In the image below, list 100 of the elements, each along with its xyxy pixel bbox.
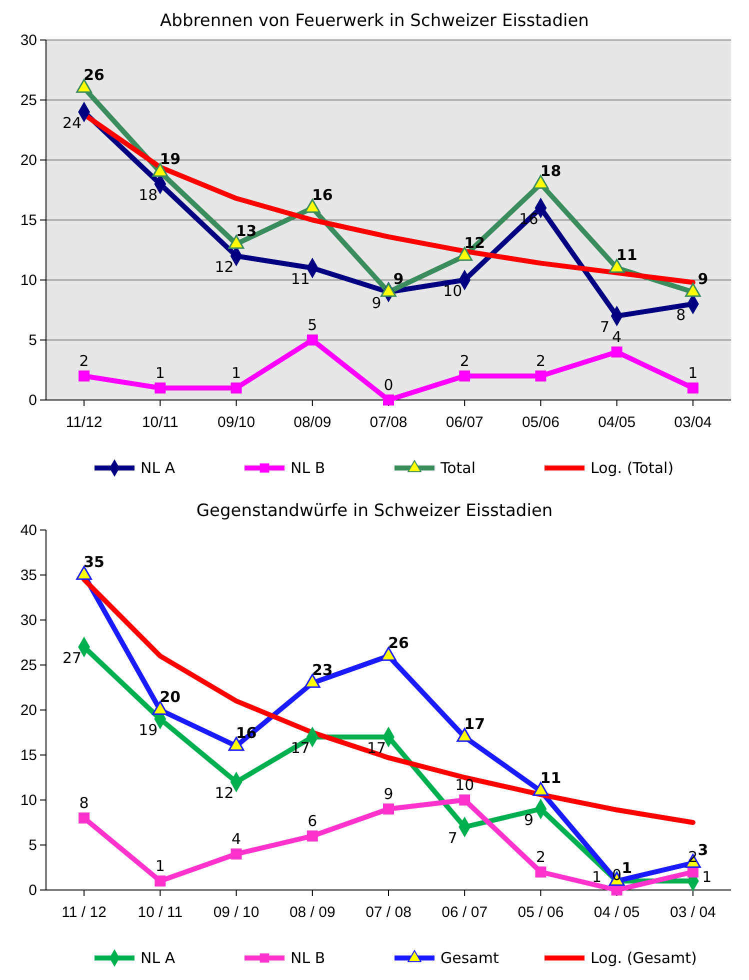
x-tick-label: 08 / 09 xyxy=(289,904,336,921)
point xyxy=(611,346,622,358)
data-label: 35 xyxy=(84,553,104,571)
data-label: 9 xyxy=(524,811,534,829)
point xyxy=(76,78,92,93)
data-label: 16 xyxy=(519,210,538,228)
legend-label: Gesamt xyxy=(440,949,499,967)
data-label: 9 xyxy=(384,785,394,803)
y-tick-label: 5 xyxy=(28,836,37,854)
legend-label: Log. (Gesamt) xyxy=(590,949,697,967)
y-tick-label: 0 xyxy=(28,882,37,899)
x-tick-label: 08/09 xyxy=(294,414,332,431)
y-tick-label: 35 xyxy=(20,566,37,584)
data-label: 1 xyxy=(702,868,712,886)
data-label: 19 xyxy=(138,721,158,739)
y-tick-label: 40 xyxy=(20,522,37,539)
data-label: 26 xyxy=(388,634,409,652)
point xyxy=(78,370,90,382)
data-label: 9 xyxy=(372,294,382,312)
x-tick-label: 07 / 08 xyxy=(366,904,412,921)
legend-label: NL B xyxy=(290,949,326,967)
point xyxy=(76,566,92,580)
point xyxy=(535,370,546,382)
data-label: 1 xyxy=(622,859,632,877)
data-label: 11 xyxy=(540,769,562,787)
point xyxy=(608,258,625,273)
data-label: 18 xyxy=(540,162,562,180)
x-tick-label: 10/11 xyxy=(142,414,178,431)
point xyxy=(383,804,394,814)
y-tick-label: 15 xyxy=(20,746,37,764)
data-label: 10 xyxy=(455,776,474,794)
data-label: 16 xyxy=(312,186,333,204)
data-label: 17 xyxy=(464,715,486,733)
data-label: 2 xyxy=(536,848,546,866)
chart-title: Abbrennen von Feuerwerk in Schweizer Eisstadien xyxy=(160,11,589,31)
point xyxy=(228,736,244,751)
y-tick-label: 30 xyxy=(20,612,37,629)
y-tick-label: 15 xyxy=(20,212,37,229)
y-tick-label: 20 xyxy=(20,152,37,169)
data-label: 8 xyxy=(79,794,89,812)
data-label: 11 xyxy=(616,246,638,264)
data-label: 2 xyxy=(79,352,89,370)
data-label: 0 xyxy=(384,376,394,394)
point xyxy=(459,794,470,806)
data-label: 2 xyxy=(536,352,546,370)
data-label: 1 xyxy=(155,364,165,382)
data-label: 1 xyxy=(232,364,242,382)
y-tick-label: 25 xyxy=(20,92,37,109)
point xyxy=(306,334,318,346)
point xyxy=(306,830,318,842)
point xyxy=(78,812,90,824)
data-label: 19 xyxy=(160,150,181,168)
y-tick-label: 20 xyxy=(20,702,37,719)
legend-label: NL A xyxy=(140,949,176,967)
x-tick-label: 03/04 xyxy=(674,414,712,431)
y-tick-label: 25 xyxy=(20,656,37,674)
x-tick-label: 06 / 07 xyxy=(442,904,488,921)
x-tick-label: 09/10 xyxy=(218,414,256,431)
point xyxy=(304,674,320,688)
y-tick-label: 0 xyxy=(28,392,37,409)
point xyxy=(535,866,546,878)
data-label: 7 xyxy=(600,318,610,336)
point xyxy=(154,382,166,394)
data-label: 6 xyxy=(308,812,318,830)
x-tick-label: 07/08 xyxy=(370,414,408,431)
legend-label: NL A xyxy=(140,459,176,477)
legend-label: Log. (Total) xyxy=(590,459,674,477)
y-tick-label: 10 xyxy=(20,272,37,289)
data-label: 12 xyxy=(214,258,234,276)
point xyxy=(456,246,473,261)
point xyxy=(230,848,242,860)
point xyxy=(383,394,394,406)
data-label: 9 xyxy=(393,270,404,288)
data-label: 9 xyxy=(698,270,708,288)
point xyxy=(230,382,242,394)
x-tick-label: 03 / 04 xyxy=(670,904,716,921)
data-label: 1 xyxy=(688,364,698,382)
data-label: 3 xyxy=(698,841,708,859)
data-label: 4 xyxy=(232,830,242,848)
point xyxy=(228,234,244,249)
legend-label: NL B xyxy=(290,459,326,477)
data-label: 2 xyxy=(460,352,470,370)
data-label: 1 xyxy=(592,868,602,886)
data-label: 7 xyxy=(448,829,458,847)
data-label: 5 xyxy=(308,316,318,334)
data-label: 1 xyxy=(155,857,165,875)
chart-title: Gegenstandwürfe in Schweizer Eisstadien xyxy=(196,501,553,521)
data-label: 10 xyxy=(443,282,462,300)
data-label: 2 xyxy=(688,848,698,866)
data-label: 13 xyxy=(236,222,257,240)
y-tick-label: 5 xyxy=(28,332,37,349)
data-label: 18 xyxy=(138,186,158,204)
x-tick-label: 06/07 xyxy=(446,414,484,431)
point xyxy=(687,382,698,394)
x-tick-label: 05 / 06 xyxy=(518,904,564,921)
y-tick-label: 10 xyxy=(20,792,37,809)
legend-label: Total xyxy=(440,459,476,477)
point xyxy=(459,370,470,382)
x-tick-label: 05/06 xyxy=(522,414,560,431)
data-label: 0 xyxy=(612,866,622,884)
